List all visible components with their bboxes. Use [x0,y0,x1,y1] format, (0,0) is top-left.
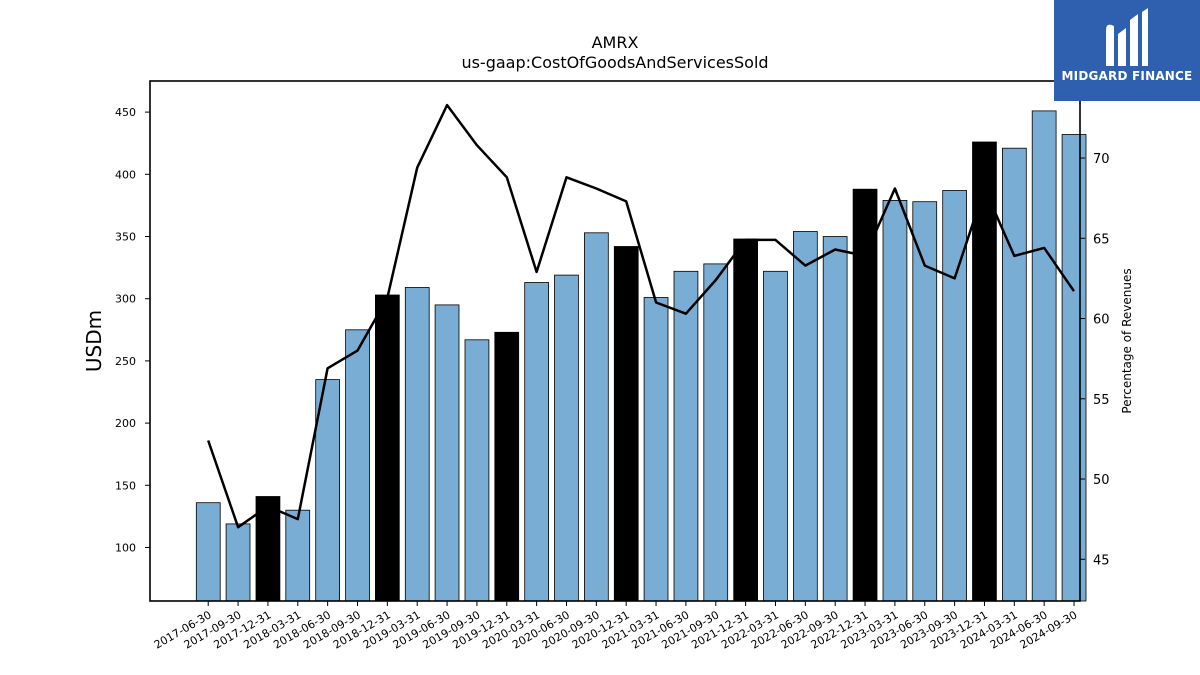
y-tick-label: 450 [115,106,136,119]
bar-2024-06-30 [1031,110,1057,602]
bar-2024-03-31 [1002,147,1027,602]
bar-2021-09-30 [703,263,729,602]
bar-2021-03-31 [643,297,669,602]
y2-tick-label: 70 [1093,152,1110,167]
bar-2024-09-30 [1061,134,1087,602]
y-tick-label: 250 [115,355,136,368]
y2-axis-label: Percentage of Revenues [1120,268,1134,413]
bar-2021-12-31 [733,238,759,602]
y-tick-label: 200 [115,417,136,430]
percentage-line-path [207,103,1076,529]
bar-2018-12-31 [374,294,400,602]
bar-2021-06-30 [673,270,699,602]
bar-2022-12-31 [852,188,878,602]
midgard-logo-icon [1106,8,1148,67]
brand-name: MIDGARD FINANCE [1061,69,1193,83]
plot-frame [149,80,1081,602]
bar-2022-09-30 [822,236,848,602]
bar-2022-03-31 [763,270,788,602]
percentage-line [207,103,1076,529]
bar-2023-03-31 [882,199,908,602]
y-tick-label: 350 [115,231,136,244]
bar-2020-12-31 [613,246,639,602]
y2-tick-label: 45 [1093,553,1110,568]
y-tick-label: 150 [115,479,136,492]
y2-tick-label: 65 [1093,232,1110,247]
bar-2019-09-30 [464,339,490,602]
brand-logo: MIDGARD FINANCE [1054,0,1200,101]
bar-2019-03-31 [404,287,430,602]
bar-2018-09-30 [345,329,370,602]
y-tick-label: 300 [115,293,136,306]
chart-subtitle: us-gaap:CostOfGoodsAndServicesSold [461,53,768,72]
y2-tick-label: 60 [1093,313,1110,328]
bar-2017-09-30 [225,523,251,602]
bars [195,110,1087,602]
y-tick-label: 400 [115,168,136,181]
bar-2020-06-30 [554,274,579,602]
y-tick-label: 100 [115,542,136,555]
y-axis-label: USDm [82,310,106,372]
bar-2020-09-30 [584,232,609,602]
bar-2019-06-30 [434,304,460,602]
bar-2019-12-31 [494,331,520,602]
chart-title: AMRX [592,33,639,52]
bar-2023-06-30 [912,201,938,602]
y2-tick-label: 55 [1093,393,1110,408]
bar-2022-06-30 [793,231,818,602]
bar-2020-03-31 [524,282,550,602]
bar-2018-03-31 [285,509,311,602]
y2-tick-label: 50 [1093,473,1110,488]
bar-2017-06-30 [195,502,221,602]
